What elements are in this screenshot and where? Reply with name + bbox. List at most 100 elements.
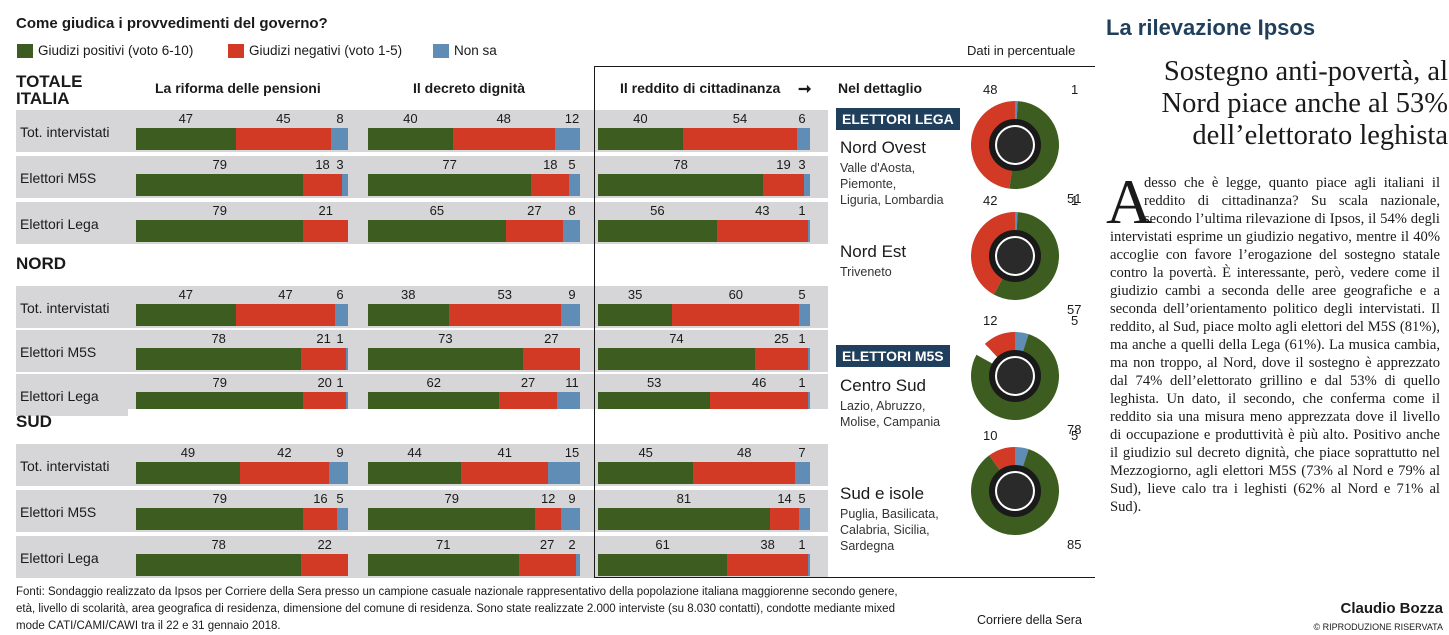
bar-positive [136, 220, 304, 242]
area-regions: Calabria, Sicilia, [840, 523, 930, 537]
donut-center [997, 358, 1033, 394]
section-nord-title: NORD [16, 254, 67, 273]
value-label-positive: 78 [673, 157, 688, 172]
bar-positive [368, 220, 506, 242]
donut-chart [971, 101, 1059, 189]
value-label-positive: 61 [655, 537, 670, 552]
donut-center [997, 238, 1033, 274]
bar-negative [693, 462, 796, 484]
area-regions: Liguria, Lombardia [840, 193, 944, 207]
value-label-negative: 53 [497, 287, 512, 302]
value-label-negative: 21 [318, 203, 333, 218]
value-label-nonsa: 8 [336, 111, 344, 126]
area-regions: Sardegna [840, 539, 895, 553]
bar-nonsa [328, 462, 348, 484]
chart-title: Come giudica i provvedimenti del governo… [16, 15, 328, 32]
bar-negative [303, 392, 346, 414]
row-label: Elettori M5S [20, 344, 97, 360]
bar-positive [598, 304, 673, 326]
area-regions: Molise, Campania [840, 415, 941, 429]
bar-nonsa [560, 304, 580, 326]
value-label-negative: 48 [496, 111, 511, 126]
bar-negative [682, 128, 798, 150]
bar-negative [301, 348, 346, 370]
bar-negative [301, 554, 348, 576]
bar-nonsa [563, 220, 580, 242]
value-label-negative: 22 [317, 537, 332, 552]
bar-negative [499, 392, 557, 414]
bar-positive [598, 348, 755, 370]
value-label-positive: 47 [178, 287, 194, 302]
value-label-positive: 44 [407, 445, 422, 460]
value-label-negative: 25 [774, 331, 789, 346]
row-label: Tot. intervistati [20, 458, 110, 474]
donut-chart [971, 447, 1059, 535]
bar-positive [368, 462, 462, 484]
bar-negative [535, 508, 561, 530]
value-label-positive: 79 [212, 157, 227, 172]
value-label-positive: 47 [178, 111, 194, 126]
bar-negative [303, 220, 348, 242]
section-title-line: TOTALE [16, 72, 83, 91]
value-label-nonsa: 12 [564, 111, 580, 126]
donut-slice-nonsa [1015, 212, 1018, 233]
donut-slice-positive [971, 334, 1059, 420]
donut-label-negative: 12 [983, 313, 998, 328]
row-label: Elettori M5S [20, 504, 97, 520]
value-label-negative: 43 [755, 203, 770, 218]
bar-nonsa [799, 508, 810, 530]
copyright: © RIPRODUZIONE RISERVATA [1313, 622, 1443, 632]
donut-label-nonsa: 1 [1071, 82, 1079, 97]
donut-label-nonsa: 5 [1071, 428, 1079, 443]
area-regions: Lazio, Abruzzo, [840, 399, 926, 413]
value-label-positive: 78 [211, 331, 226, 346]
bar-positive [368, 128, 453, 150]
bar-negative [531, 174, 570, 196]
donut-inner-ring [989, 230, 1041, 282]
detail-header: Nel dettaglio [838, 80, 923, 96]
row-label: Elettori Lega [20, 550, 99, 566]
value-label-positive: 49 [180, 445, 196, 460]
group-badge: ELETTORI M5S [836, 345, 950, 367]
donut-inner-ring [989, 350, 1041, 402]
area-name: Nord Est [840, 242, 907, 261]
section-separator [128, 251, 828, 275]
value-label-nonsa: 2 [568, 537, 576, 552]
area-regions: Puglia, Basilicata, [840, 507, 939, 521]
donut-chart [971, 332, 1059, 420]
value-label-nonsa: 3 [336, 157, 344, 172]
bar-negative [763, 174, 804, 196]
value-label-nonsa: 5 [336, 491, 344, 506]
value-label-nonsa: 1 [798, 331, 806, 346]
value-label-positive: 79 [212, 203, 227, 218]
credit: Corriere della Sera [977, 613, 1082, 627]
bar-negative [303, 174, 342, 196]
bar-negative [727, 554, 808, 576]
value-label-negative: 27 [539, 537, 555, 552]
bar-positive [598, 508, 770, 530]
bar-nonsa [345, 392, 348, 414]
bar-negative [754, 348, 808, 370]
donut-center [997, 127, 1033, 163]
donut-label-nonsa: 1 [1071, 193, 1079, 208]
value-label-positive: 53 [646, 375, 662, 390]
donut-label-negative: 48 [983, 82, 998, 97]
section-separator [128, 409, 828, 433]
value-label-positive: 74 [669, 331, 684, 346]
value-label-positive: 35 [627, 287, 643, 302]
bar-positive [368, 304, 449, 326]
value-label-negative: 54 [732, 111, 748, 126]
bar-positive [368, 174, 532, 196]
value-label-negative: 16 [313, 491, 328, 506]
donut-label-nonsa: 5 [1071, 313, 1079, 328]
donut-slice-nonsa [1015, 447, 1029, 469]
bar-nonsa [807, 392, 810, 414]
donut-slice-positive [971, 449, 1059, 535]
value-label-nonsa: 1 [798, 203, 806, 218]
bar-nonsa [548, 462, 580, 484]
bar-positive [136, 554, 302, 576]
value-label-negative: 27 [527, 203, 542, 218]
value-label-nonsa: 1 [336, 375, 344, 390]
value-label-nonsa: 9 [568, 491, 576, 506]
value-label-nonsa: 1 [336, 331, 344, 346]
